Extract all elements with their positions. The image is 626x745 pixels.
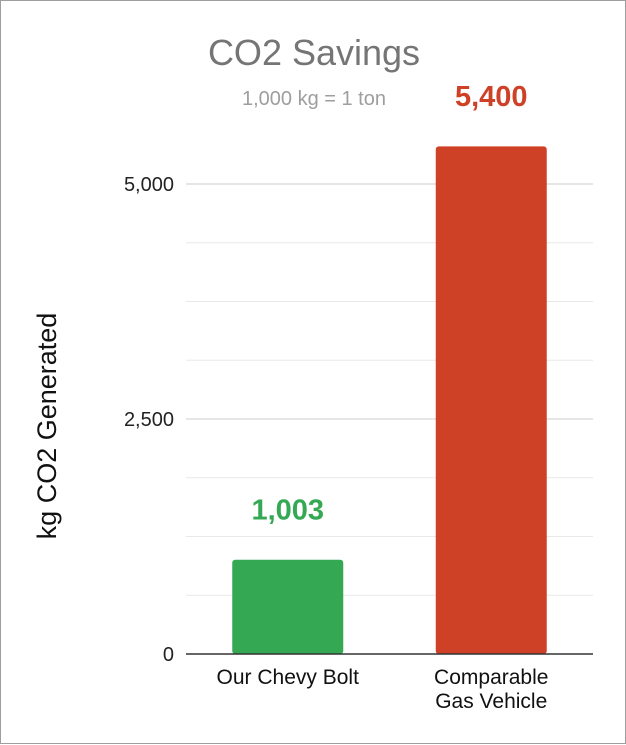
category-label-0-line-0: Our Chevy Bolt: [217, 666, 360, 689]
bars: [232, 146, 547, 654]
y-tick-label-2: 5,000: [124, 174, 174, 196]
data-label-0: 1,003: [251, 495, 324, 527]
data-labels: 1,003 5,400: [251, 81, 527, 527]
chart-subtitle: 1,000 kg = 1 ton: [242, 88, 386, 110]
y-tick-label-0: 0: [163, 644, 174, 666]
y-axis-label: kg CO2 Generated: [32, 313, 62, 540]
category-label-1-line-1: Gas Vehicle: [435, 690, 547, 713]
y-tick-label-1: 2,500: [124, 409, 174, 431]
gridlines: [186, 183, 593, 596]
data-label-1: 5,400: [455, 81, 528, 113]
y-axis-ticks: 0 2,500 5,000: [124, 174, 174, 666]
bar-0: [232, 559, 344, 654]
chart-title: CO2 Savings: [208, 32, 420, 73]
bar-1: [435, 146, 547, 654]
category-label-1-line-0: Comparable: [434, 666, 548, 689]
